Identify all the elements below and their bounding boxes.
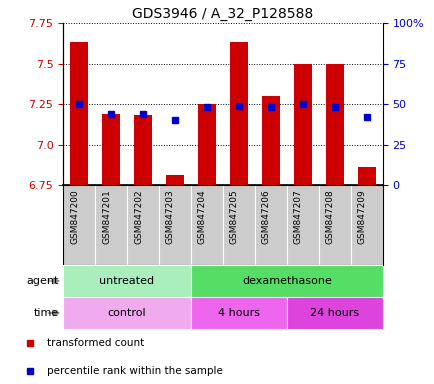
Bar xyxy=(254,185,286,265)
Title: GDS3946 / A_32_P128588: GDS3946 / A_32_P128588 xyxy=(132,7,313,21)
Text: 4 hours: 4 hours xyxy=(217,308,260,318)
Text: control: control xyxy=(108,308,146,318)
Bar xyxy=(318,185,350,265)
Text: GSM847204: GSM847204 xyxy=(197,189,207,243)
Text: GSM847202: GSM847202 xyxy=(134,189,143,243)
Text: percentile rank within the sample: percentile rank within the sample xyxy=(47,366,223,376)
Bar xyxy=(286,297,382,329)
Bar xyxy=(63,297,191,329)
Bar xyxy=(127,185,159,265)
Bar xyxy=(350,185,382,265)
Bar xyxy=(262,96,279,185)
Text: agent: agent xyxy=(26,276,59,286)
Bar xyxy=(70,43,88,185)
Text: 24 hours: 24 hours xyxy=(309,308,358,318)
Bar xyxy=(95,185,127,265)
Bar xyxy=(159,185,191,265)
Bar xyxy=(191,265,382,297)
Bar xyxy=(63,185,95,265)
Text: GSM847206: GSM847206 xyxy=(261,189,270,244)
Bar xyxy=(230,43,247,185)
Text: time: time xyxy=(33,308,59,318)
Text: GSM847208: GSM847208 xyxy=(325,189,334,244)
Text: GSM847209: GSM847209 xyxy=(357,189,366,244)
Text: GSM847203: GSM847203 xyxy=(166,189,174,244)
Text: GSM847201: GSM847201 xyxy=(102,189,111,244)
Bar xyxy=(286,185,318,265)
Text: dexamethasone: dexamethasone xyxy=(241,276,331,286)
Text: GSM847200: GSM847200 xyxy=(70,189,79,244)
Bar xyxy=(326,63,343,185)
Bar xyxy=(63,265,191,297)
Bar xyxy=(293,63,311,185)
Bar xyxy=(198,104,215,185)
Bar xyxy=(191,297,286,329)
Bar xyxy=(191,185,223,265)
Text: untreated: untreated xyxy=(99,276,154,286)
Text: transformed count: transformed count xyxy=(47,338,144,348)
Bar xyxy=(166,175,183,185)
Text: GSM847205: GSM847205 xyxy=(230,189,238,244)
Bar xyxy=(222,185,254,265)
Bar xyxy=(357,167,375,185)
Bar xyxy=(102,114,119,185)
Text: GSM847207: GSM847207 xyxy=(293,189,302,244)
Bar xyxy=(134,115,151,185)
